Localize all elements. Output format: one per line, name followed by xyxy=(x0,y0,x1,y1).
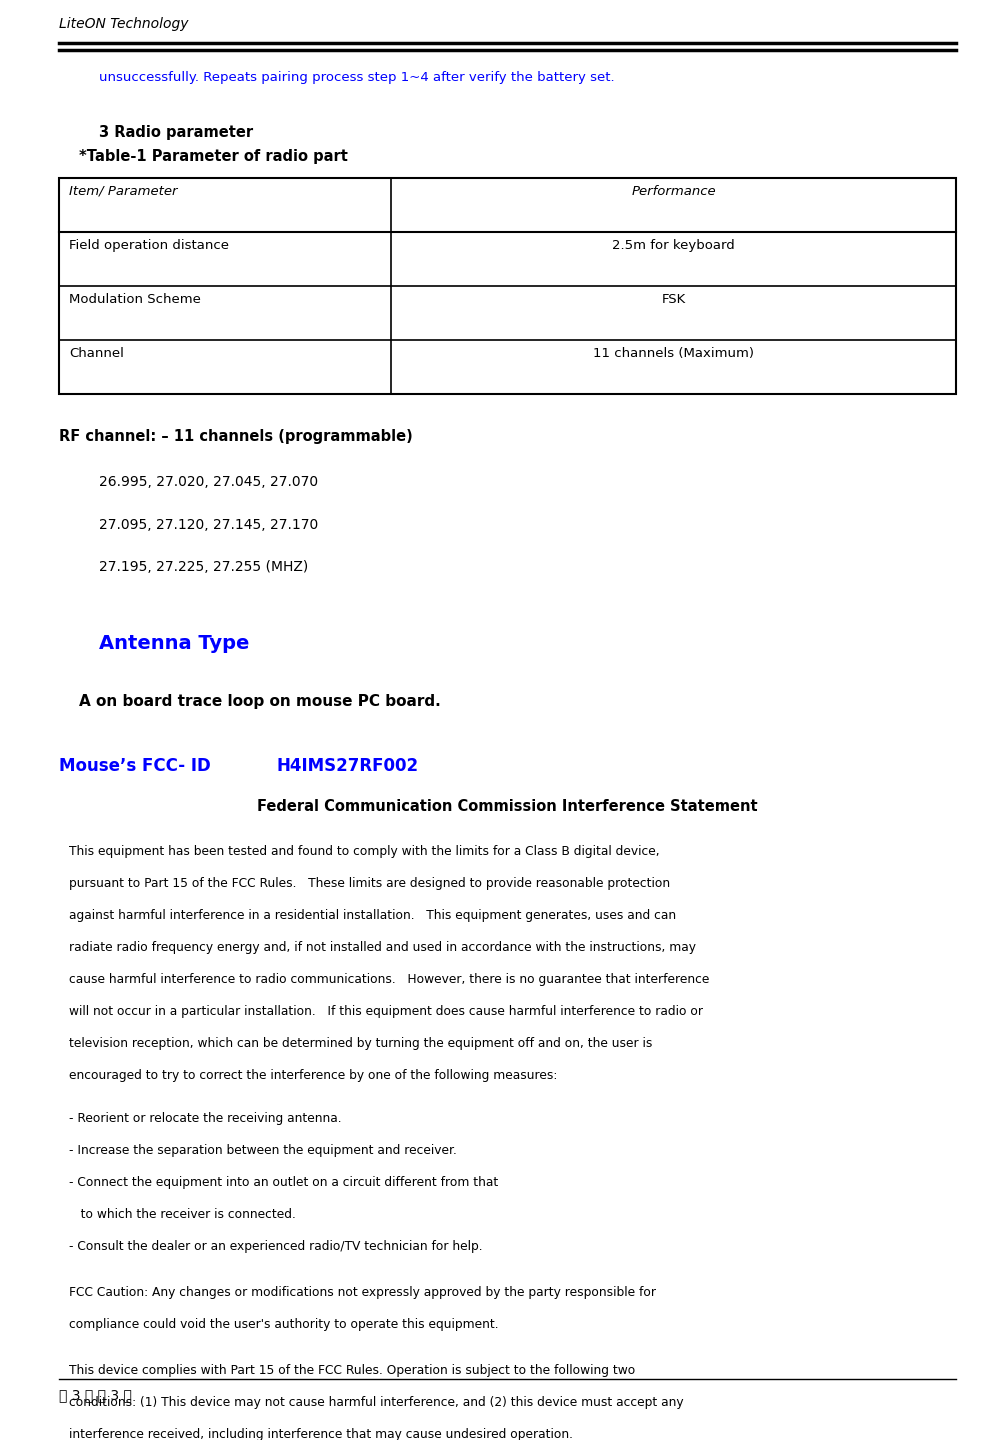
Text: Field operation distance: Field operation distance xyxy=(69,239,229,252)
Text: - Reorient or relocate the receiving antenna.: - Reorient or relocate the receiving ant… xyxy=(69,1112,341,1125)
Text: cause harmful interference to radio communications.   However, there is no guara: cause harmful interference to radio comm… xyxy=(69,972,709,985)
Text: will not occur in a particular installation.   If this equipment does cause harm: will not occur in a particular installat… xyxy=(69,1005,703,1018)
Text: 2.5m for keyboard: 2.5m for keyboard xyxy=(612,239,736,252)
Text: 3 Radio parameter: 3 Radio parameter xyxy=(99,125,252,140)
Bar xyxy=(59,177,956,395)
Text: 27.095, 27.120, 27.145, 27.170: 27.095, 27.120, 27.145, 27.170 xyxy=(99,517,317,531)
Text: encouraged to try to correct the interference by one of the following measures:: encouraged to try to correct the interfe… xyxy=(69,1068,557,1081)
Text: 11 channels (Maximum): 11 channels (Maximum) xyxy=(594,347,754,360)
Text: 26.995, 27.020, 27.045, 27.070: 26.995, 27.020, 27.045, 27.070 xyxy=(99,475,317,490)
Text: FSK: FSK xyxy=(662,292,686,305)
Text: This equipment has been tested and found to comply with the limits for a Class B: This equipment has been tested and found… xyxy=(69,845,660,858)
Text: Antenna Type: Antenna Type xyxy=(99,634,249,654)
Text: compliance could void the user's authority to operate this equipment.: compliance could void the user's authori… xyxy=(69,1318,499,1331)
Text: to which the receiver is connected.: to which the receiver is connected. xyxy=(69,1208,296,1221)
Text: television reception, which can be determined by turning the equipment off and o: television reception, which can be deter… xyxy=(69,1037,653,1050)
Text: *Table-1 Parameter of radio part: *Table-1 Parameter of radio part xyxy=(79,150,348,164)
Text: RF channel: – 11 channels (programmable): RF channel: – 11 channels (programmable) xyxy=(59,429,413,445)
Text: 27.195, 27.225, 27.255 (MHZ): 27.195, 27.225, 27.255 (MHZ) xyxy=(99,560,308,575)
Text: against harmful interference in a residential installation.   This equipment gen: against harmful interference in a reside… xyxy=(69,909,676,922)
Text: Item/ Parameter: Item/ Parameter xyxy=(69,184,177,197)
Text: 第 3 頁 共 3 頁: 第 3 頁 共 3 頁 xyxy=(59,1388,132,1403)
Text: A on board trace loop on mouse PC board.: A on board trace loop on mouse PC board. xyxy=(79,694,441,708)
Text: unsuccessfully. Repeats pairing process step 1~4 after verify the battery set.: unsuccessfully. Repeats pairing process … xyxy=(99,71,614,84)
Text: H4IMS27RF002: H4IMS27RF002 xyxy=(276,756,418,775)
Text: radiate radio frequency energy and, if not installed and used in accordance with: radiate radio frequency energy and, if n… xyxy=(69,940,696,953)
Text: Federal Communication Commission Interference Statement: Federal Communication Commission Interfe… xyxy=(257,799,758,814)
Text: FCC Caution: Any changes or modifications not expressly approved by the party re: FCC Caution: Any changes or modification… xyxy=(69,1286,656,1299)
Text: interference received, including interference that may cause undesired operation: interference received, including interfe… xyxy=(69,1428,573,1440)
Text: Mouse’s FCC- ID: Mouse’s FCC- ID xyxy=(59,756,211,775)
Text: Modulation Scheme: Modulation Scheme xyxy=(69,292,201,305)
Text: Performance: Performance xyxy=(631,184,716,197)
Text: This device complies with Part 15 of the FCC Rules. Operation is subject to the : This device complies with Part 15 of the… xyxy=(69,1365,635,1378)
Text: pursuant to Part 15 of the FCC Rules.   These limits are designed to provide rea: pursuant to Part 15 of the FCC Rules. Th… xyxy=(69,877,670,890)
Text: - Connect the equipment into an outlet on a circuit different from that: - Connect the equipment into an outlet o… xyxy=(69,1176,498,1189)
Text: Channel: Channel xyxy=(69,347,124,360)
Text: - Increase the separation between the equipment and receiver.: - Increase the separation between the eq… xyxy=(69,1143,457,1156)
Text: - Consult the dealer or an experienced radio/TV technician for help.: - Consult the dealer or an experienced r… xyxy=(69,1240,482,1253)
Text: conditions: (1) This device may not cause harmful interference, and (2) this dev: conditions: (1) This device may not caus… xyxy=(69,1397,683,1410)
Text: LiteON Technology: LiteON Technology xyxy=(59,17,188,32)
